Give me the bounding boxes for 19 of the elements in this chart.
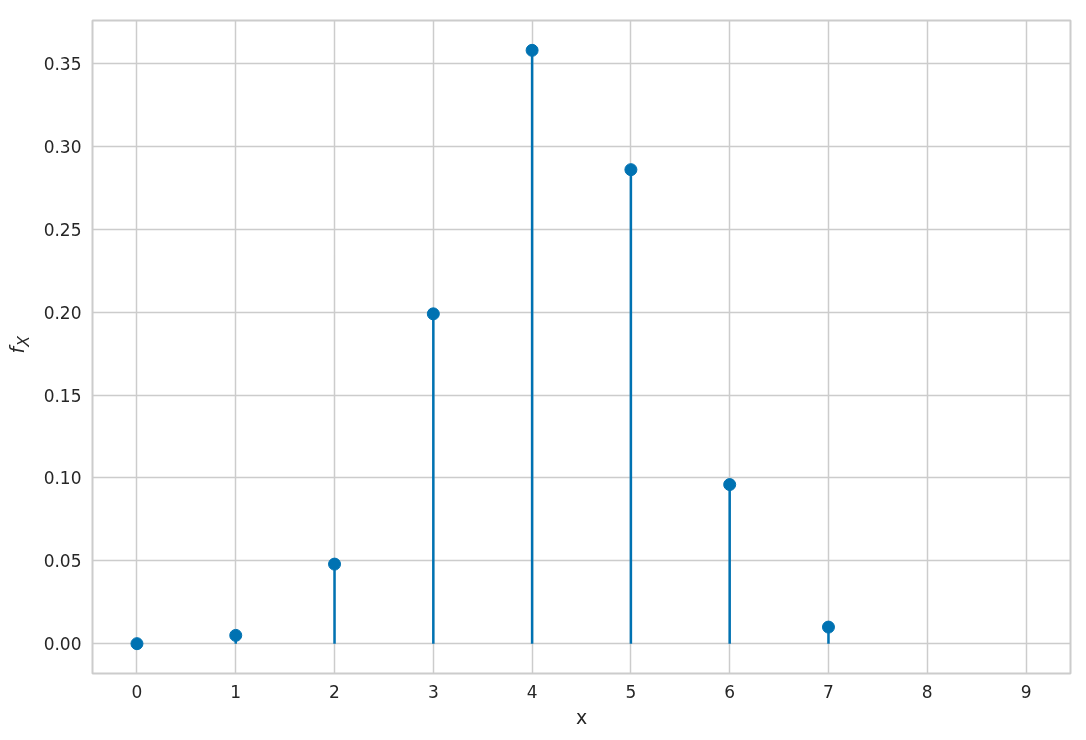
y-tick-label: 0.30 <box>43 136 82 157</box>
y-tick-label: 0.35 <box>43 54 82 75</box>
y-tick-label: 0.00 <box>43 634 82 655</box>
x-tick-label: 1 <box>230 681 242 702</box>
x-tick-label: 8 <box>921 681 933 702</box>
y-tick-label: 0.25 <box>43 219 82 240</box>
x-tick-label: 9 <box>1020 681 1032 702</box>
x-tick-label: 5 <box>625 681 637 702</box>
y-tick-label: 0.10 <box>43 468 82 489</box>
y-tick-label: 0.05 <box>43 551 82 572</box>
y-tick-label: 0.20 <box>43 302 82 323</box>
x-tick-label: 6 <box>724 681 736 702</box>
x-tick-label: 0 <box>131 681 143 702</box>
x-tick-label: 2 <box>329 681 340 702</box>
x-tick-label: 4 <box>526 681 538 702</box>
y-tick-label: 0.15 <box>43 385 82 406</box>
x-tick-label: 7 <box>823 681 834 702</box>
x-tick-label: 3 <box>427 681 439 702</box>
x-axis-title: x <box>575 705 588 728</box>
